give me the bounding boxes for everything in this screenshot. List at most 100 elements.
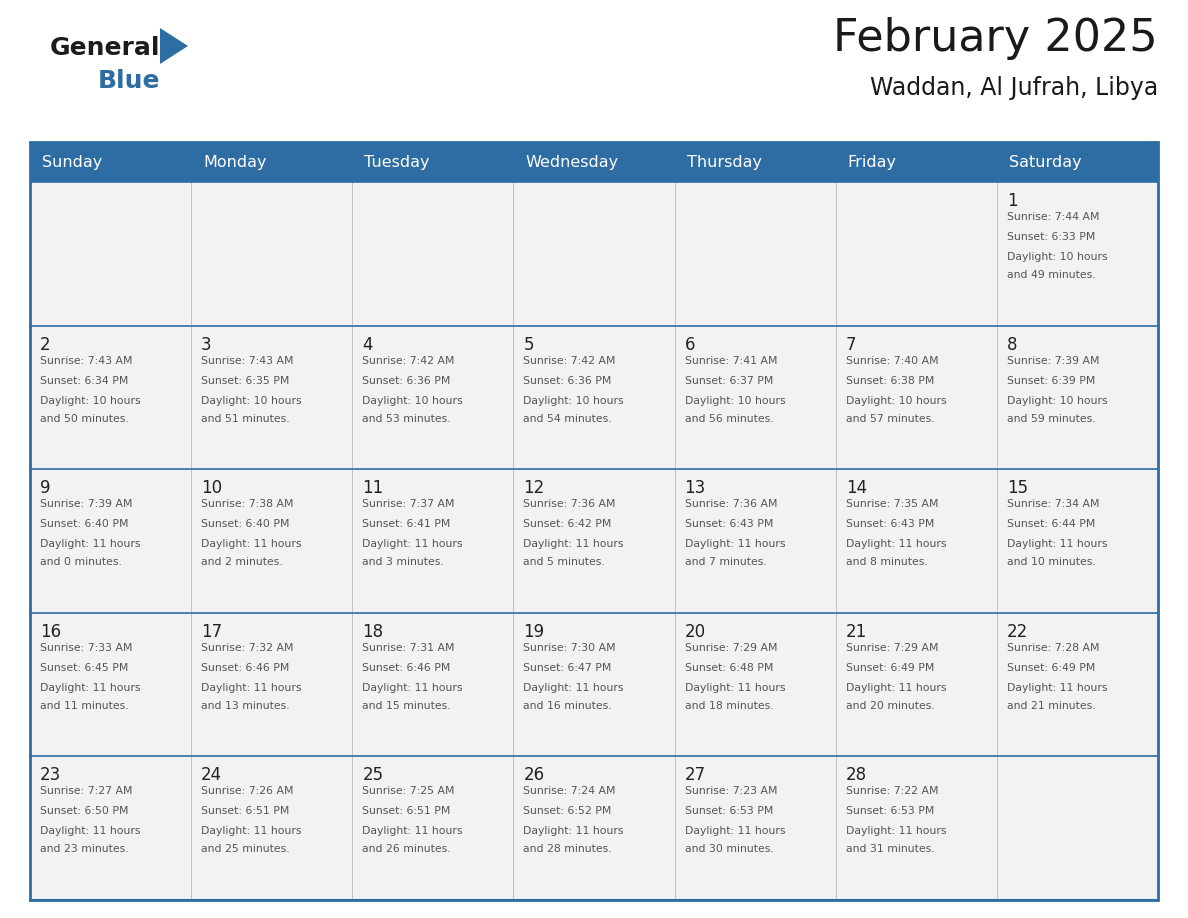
Text: Daylight: 11 hours: Daylight: 11 hours bbox=[362, 826, 463, 836]
Text: and 50 minutes.: and 50 minutes. bbox=[40, 414, 128, 423]
Bar bbox=[835, 613, 997, 756]
Text: Daylight: 11 hours: Daylight: 11 hours bbox=[1007, 683, 1107, 693]
Text: Daylight: 11 hours: Daylight: 11 hours bbox=[846, 826, 946, 836]
Bar bbox=[30, 182, 191, 326]
Text: Daylight: 10 hours: Daylight: 10 hours bbox=[846, 396, 947, 406]
Bar bbox=[997, 613, 1158, 756]
Bar bbox=[30, 142, 1158, 182]
Text: 12: 12 bbox=[524, 479, 544, 498]
Text: 13: 13 bbox=[684, 479, 706, 498]
Bar bbox=[191, 613, 353, 756]
Text: Sunset: 6:49 PM: Sunset: 6:49 PM bbox=[846, 663, 934, 673]
Text: Sunset: 6:51 PM: Sunset: 6:51 PM bbox=[362, 806, 450, 816]
Text: Sunset: 6:39 PM: Sunset: 6:39 PM bbox=[1007, 375, 1095, 386]
Text: Daylight: 10 hours: Daylight: 10 hours bbox=[40, 396, 140, 406]
Text: and 15 minutes.: and 15 minutes. bbox=[362, 700, 451, 711]
Text: Waddan, Al Jufrah, Libya: Waddan, Al Jufrah, Libya bbox=[870, 76, 1158, 100]
Text: and 7 minutes.: and 7 minutes. bbox=[684, 557, 766, 567]
Text: 21: 21 bbox=[846, 622, 867, 641]
Text: and 31 minutes.: and 31 minutes. bbox=[846, 845, 934, 855]
Text: Sunrise: 7:41 AM: Sunrise: 7:41 AM bbox=[684, 355, 777, 365]
Text: 23: 23 bbox=[40, 767, 62, 784]
Text: and 5 minutes.: and 5 minutes. bbox=[524, 557, 605, 567]
Bar bbox=[30, 756, 191, 900]
Bar bbox=[513, 326, 675, 469]
Text: Daylight: 10 hours: Daylight: 10 hours bbox=[684, 396, 785, 406]
Text: 3: 3 bbox=[201, 336, 211, 353]
Text: 11: 11 bbox=[362, 479, 384, 498]
Text: 2: 2 bbox=[40, 336, 51, 353]
Text: Sunset: 6:38 PM: Sunset: 6:38 PM bbox=[846, 375, 934, 386]
Text: Sunset: 6:42 PM: Sunset: 6:42 PM bbox=[524, 520, 612, 529]
Bar bbox=[675, 613, 835, 756]
Text: and 11 minutes.: and 11 minutes. bbox=[40, 700, 128, 711]
Text: Sunset: 6:45 PM: Sunset: 6:45 PM bbox=[40, 663, 128, 673]
Text: Sunrise: 7:36 AM: Sunrise: 7:36 AM bbox=[524, 499, 615, 509]
Text: General: General bbox=[50, 36, 160, 60]
Text: Sunrise: 7:38 AM: Sunrise: 7:38 AM bbox=[201, 499, 293, 509]
Text: and 20 minutes.: and 20 minutes. bbox=[846, 700, 935, 711]
Bar bbox=[835, 182, 997, 326]
Text: Sunrise: 7:24 AM: Sunrise: 7:24 AM bbox=[524, 787, 615, 797]
Text: 16: 16 bbox=[40, 622, 61, 641]
Text: Sunset: 6:50 PM: Sunset: 6:50 PM bbox=[40, 806, 128, 816]
Text: Daylight: 11 hours: Daylight: 11 hours bbox=[40, 826, 140, 836]
Text: Saturday: Saturday bbox=[1009, 154, 1081, 170]
Text: Sunrise: 7:29 AM: Sunrise: 7:29 AM bbox=[846, 643, 939, 653]
Text: Daylight: 11 hours: Daylight: 11 hours bbox=[846, 683, 946, 693]
Bar bbox=[30, 142, 1158, 900]
Text: Sunset: 6:40 PM: Sunset: 6:40 PM bbox=[40, 520, 128, 529]
Text: Sunrise: 7:39 AM: Sunrise: 7:39 AM bbox=[1007, 355, 1099, 365]
Text: and 3 minutes.: and 3 minutes. bbox=[362, 557, 444, 567]
Text: 4: 4 bbox=[362, 336, 373, 353]
Text: Sunrise: 7:35 AM: Sunrise: 7:35 AM bbox=[846, 499, 939, 509]
Text: Blue: Blue bbox=[97, 69, 160, 93]
Text: 25: 25 bbox=[362, 767, 384, 784]
Text: Daylight: 11 hours: Daylight: 11 hours bbox=[524, 683, 624, 693]
Text: Daylight: 10 hours: Daylight: 10 hours bbox=[524, 396, 624, 406]
Text: and 18 minutes.: and 18 minutes. bbox=[684, 700, 773, 711]
Text: Sunrise: 7:40 AM: Sunrise: 7:40 AM bbox=[846, 355, 939, 365]
Text: 7: 7 bbox=[846, 336, 857, 353]
Text: Sunrise: 7:23 AM: Sunrise: 7:23 AM bbox=[684, 787, 777, 797]
Text: Sunset: 6:53 PM: Sunset: 6:53 PM bbox=[846, 806, 934, 816]
Text: Sunset: 6:51 PM: Sunset: 6:51 PM bbox=[201, 806, 290, 816]
Text: Sunset: 6:53 PM: Sunset: 6:53 PM bbox=[684, 806, 773, 816]
Text: and 23 minutes.: and 23 minutes. bbox=[40, 845, 128, 855]
Text: Daylight: 10 hours: Daylight: 10 hours bbox=[362, 396, 463, 406]
Bar bbox=[353, 613, 513, 756]
Text: and 59 minutes.: and 59 minutes. bbox=[1007, 414, 1095, 423]
Text: Sunrise: 7:26 AM: Sunrise: 7:26 AM bbox=[201, 787, 293, 797]
Text: Sunset: 6:35 PM: Sunset: 6:35 PM bbox=[201, 375, 290, 386]
Text: Sunrise: 7:43 AM: Sunrise: 7:43 AM bbox=[40, 355, 133, 365]
Bar bbox=[997, 469, 1158, 613]
Bar bbox=[513, 182, 675, 326]
Text: Daylight: 10 hours: Daylight: 10 hours bbox=[1007, 252, 1107, 262]
Text: 8: 8 bbox=[1007, 336, 1017, 353]
Bar bbox=[997, 182, 1158, 326]
Text: Sunset: 6:43 PM: Sunset: 6:43 PM bbox=[684, 520, 773, 529]
Text: Daylight: 10 hours: Daylight: 10 hours bbox=[1007, 396, 1107, 406]
Text: and 8 minutes.: and 8 minutes. bbox=[846, 557, 928, 567]
Text: Sunrise: 7:39 AM: Sunrise: 7:39 AM bbox=[40, 499, 133, 509]
Text: 26: 26 bbox=[524, 767, 544, 784]
Text: Sunrise: 7:32 AM: Sunrise: 7:32 AM bbox=[201, 643, 293, 653]
Bar bbox=[30, 469, 191, 613]
Text: Sunset: 6:36 PM: Sunset: 6:36 PM bbox=[524, 375, 612, 386]
Text: 19: 19 bbox=[524, 622, 544, 641]
Bar bbox=[997, 756, 1158, 900]
Bar bbox=[513, 613, 675, 756]
Text: Sunset: 6:43 PM: Sunset: 6:43 PM bbox=[846, 520, 934, 529]
Text: Daylight: 11 hours: Daylight: 11 hours bbox=[524, 826, 624, 836]
Bar bbox=[353, 326, 513, 469]
Text: Sunrise: 7:43 AM: Sunrise: 7:43 AM bbox=[201, 355, 293, 365]
Text: 15: 15 bbox=[1007, 479, 1028, 498]
Text: Sunrise: 7:22 AM: Sunrise: 7:22 AM bbox=[846, 787, 939, 797]
Text: 9: 9 bbox=[40, 479, 51, 498]
Polygon shape bbox=[160, 28, 188, 64]
Text: Monday: Monday bbox=[203, 154, 266, 170]
Bar bbox=[30, 613, 191, 756]
Text: Daylight: 10 hours: Daylight: 10 hours bbox=[201, 396, 302, 406]
Bar bbox=[675, 326, 835, 469]
Text: and 30 minutes.: and 30 minutes. bbox=[684, 845, 773, 855]
